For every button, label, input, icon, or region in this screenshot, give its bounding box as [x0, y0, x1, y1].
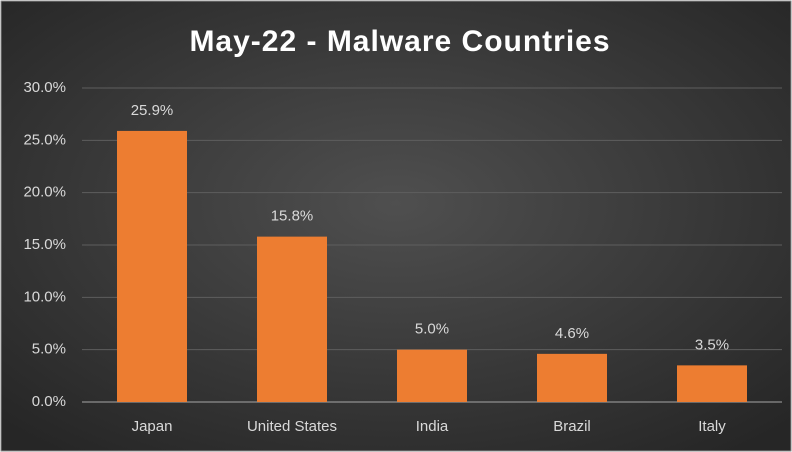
bar: [537, 353, 607, 402]
x-tick-label: Italy: [698, 418, 726, 435]
bar: [397, 349, 467, 402]
y-tick-label: 30.0%: [23, 79, 66, 96]
x-tick-label: United States: [247, 418, 337, 435]
y-tick-label: 10.0%: [23, 288, 66, 305]
x-tick-label: Brazil: [553, 418, 591, 435]
value-label: 15.8%: [271, 208, 314, 225]
bar: [117, 130, 187, 402]
bar: [257, 236, 327, 402]
y-tick-label: 20.0%: [23, 184, 66, 201]
y-tick-label: 0.0%: [32, 393, 66, 410]
value-label: 4.6%: [555, 325, 589, 342]
y-tick-label: 25.0%: [23, 131, 66, 148]
bar: [677, 365, 747, 402]
value-label: 3.5%: [695, 336, 729, 353]
x-tick-label: India: [416, 418, 449, 435]
x-tick-label: Japan: [132, 418, 173, 435]
value-label: 5.0%: [415, 321, 449, 338]
y-tick-label: 15.0%: [23, 236, 66, 253]
value-label: 25.9%: [131, 102, 174, 119]
y-tick-label: 5.0%: [32, 341, 66, 358]
chart-title: May-22 - Malware Countries: [189, 25, 610, 58]
